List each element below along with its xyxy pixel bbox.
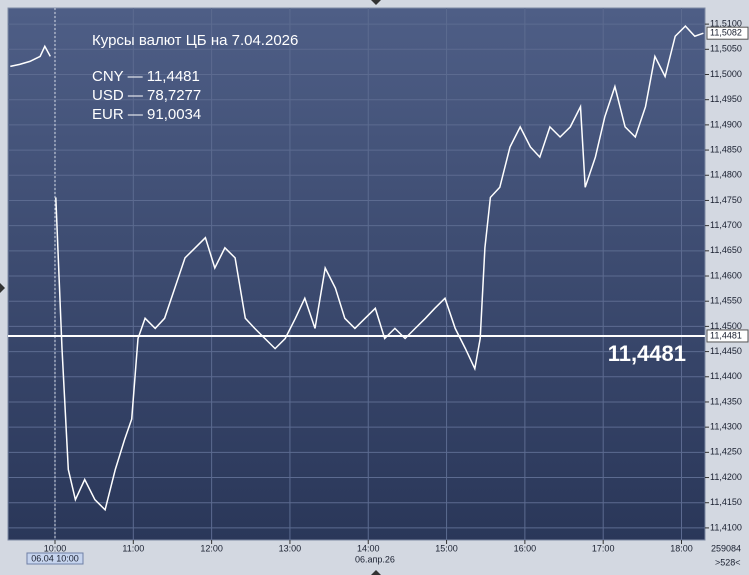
x-tick-label: 10:00: [44, 543, 67, 553]
last-price-tag: [706, 26, 749, 40]
x-tick-label: 14:00: [357, 543, 380, 553]
note: Курсы валют ЦБ на 7.04.2026: [92, 32, 298, 49]
x-tick-label: 12:00: [200, 543, 223, 553]
y-tick-label: 11,4300: [710, 422, 742, 432]
note: CNY — 11,4481: [92, 68, 200, 85]
y-tick-label: 11,4150: [710, 497, 742, 507]
reference-label: 11,4481: [608, 341, 686, 366]
bottom-marker: [371, 570, 381, 575]
y-tick-label: 11,4500: [710, 321, 742, 331]
y-tick-label: 11,5100: [710, 18, 742, 28]
y-tick-label: 11,4950: [710, 94, 742, 104]
date-label: 06.апр.26: [355, 554, 395, 564]
y-tick-label: 11,4750: [710, 195, 742, 205]
left-marker: [0, 283, 5, 293]
x-tick-label: 18:00: [670, 543, 693, 553]
x-tick-label: 16:00: [514, 543, 537, 553]
x-tick-label: 17:00: [592, 543, 615, 553]
reference-tag: [706, 329, 749, 343]
y-tick-label: 11,4550: [710, 296, 742, 306]
y-tick-label: 11,4100: [710, 522, 742, 532]
y-tick-label: 11,4350: [710, 396, 742, 406]
price-line: [10, 25, 704, 512]
y-tick-label: 11,4900: [710, 119, 742, 129]
reference-tag-label: 11,4481: [710, 330, 742, 340]
x-tick-label: 11:00: [122, 543, 144, 553]
x-tick-label: 15:00: [435, 543, 458, 553]
y-tick-label: 11,4800: [710, 170, 742, 180]
y-tick-label: 11,4450: [710, 346, 742, 356]
top-marker: [371, 0, 381, 5]
x-tick-label: 13:00: [279, 543, 302, 553]
cursor-box: [26, 552, 84, 565]
note: USD — 78,7277: [92, 87, 201, 104]
volume-label: 259084: [711, 543, 741, 553]
y-tick-label: 11,4200: [710, 472, 742, 482]
y-tick-label: 11,4600: [710, 270, 742, 280]
y-tick-label: 11,5050: [710, 44, 742, 54]
y-tick-label: 11,4650: [710, 245, 742, 255]
scroll-label: >528<: [715, 557, 741, 567]
y-tick-label: 11,4850: [710, 144, 742, 154]
note: EUR — 91,0034: [92, 106, 201, 123]
y-tick-label: 11,5000: [710, 69, 742, 79]
plot-area: [7, 7, 706, 541]
last-price-label: 11,5082: [710, 28, 742, 38]
y-tick-label: 11,4250: [710, 447, 742, 457]
y-tick-label: 11,4700: [710, 220, 742, 230]
cursor-label: 06.04 10:00: [31, 553, 79, 563]
y-tick-label: 11,4400: [710, 371, 742, 381]
